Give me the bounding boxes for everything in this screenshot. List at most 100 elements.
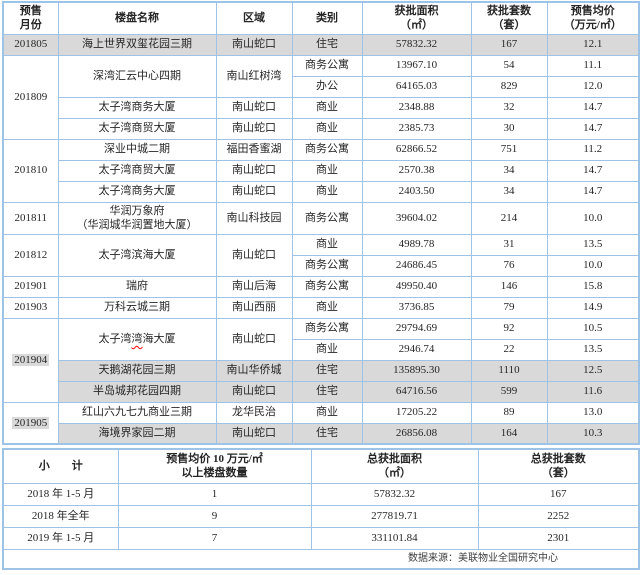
table-row: 半岛城邦花园四期 南山蛇口 住宅 64716.56 599 11.6 — [3, 380, 640, 403]
header-row: 小 计预售均价 10 万元/㎡ 以上楼盘数量 总获批面积 （㎡） 总获批套数 （套） — [2, 448, 640, 484]
month-cell: 201901 — [2, 275, 59, 298]
category-cell: 商务公寓 — [291, 254, 363, 277]
project-name-column-header: 楼盘名称 — [57, 1, 217, 35]
subtotal-period-cell: 2018 年 1-5 月 — [2, 482, 119, 506]
project-name-cell: 太子湾商务大厦 — [57, 96, 217, 119]
project-name-cell: 瑞府 — [57, 275, 217, 298]
table-row: 201809 深湾汇云中心四期 南山红树湾 商务公寓 13967.10 54 11.1 — [2, 54, 640, 140]
approved-units-cell: 54 — [470, 54, 548, 77]
subtotal-period-cell: 2019 年 1-5 月 — [2, 526, 119, 550]
district-cell: 南山蛇口 — [215, 159, 293, 182]
total-approved-area-cell: 331101.84 — [310, 526, 479, 550]
approved-units-cell: 89 — [470, 401, 548, 424]
total-approved-area-column-header: 总获批面积 （㎡） — [310, 448, 479, 484]
approved-area-cell: 24686.45 — [361, 254, 472, 277]
approved-units-cell: 167 — [470, 33, 548, 56]
category-cell: 住宅 — [291, 380, 363, 403]
project-name-cell: 深湾汇云中心四期 — [57, 54, 217, 98]
approved-units-cell: 751 — [470, 138, 548, 161]
table-row: 201810 深业中城二期 福田香蜜湖 商务公寓 62866.52 751 11.2 — [2, 138, 640, 203]
category-cell: 商务公寓 — [291, 275, 363, 298]
approved-units-cell: 34 — [470, 180, 548, 203]
table-row: 商业 2946.74 22 13.5 — [3, 338, 640, 361]
projects-over-100k-count-cell: 7 — [117, 526, 312, 550]
table-row: 太子湾商贸大厦 南山蛇口 商业 2385.73 30 14.7 — [3, 117, 640, 140]
table-row: 太子湾商贸大厦 南山蛇口 商业 2570.38 34 14.7 — [3, 159, 640, 182]
month-column-header: 预售 月份 — [2, 1, 59, 35]
table-row: 201805 海上世界双玺花园三期 南山蛇口 住宅 57832.32 167 12.1 — [2, 33, 640, 56]
table-row: 太子湾商务大厦 南山蛇口 商业 2403.50 34 14.7 — [3, 180, 640, 203]
approved-area-cell: 4989.78 — [361, 233, 472, 256]
approved-area-cell: 57832.32 — [361, 33, 472, 56]
approved-units-cell: 30 — [470, 117, 548, 140]
total-approved-area-cell: 277819.71 — [310, 504, 479, 528]
approved-units-cell: 214 — [470, 201, 548, 235]
month-cell: 201812 — [2, 233, 59, 277]
approved-area-cell: 39604.02 — [361, 201, 472, 235]
avg-price-cell: 13.5 — [546, 233, 640, 256]
project-name-cell: 太子湾商务大厦 — [57, 180, 217, 203]
approved-area-cell: 2348.88 — [361, 96, 472, 119]
category-cell: 住宅 — [291, 422, 363, 445]
category-cell: 商业 — [291, 401, 363, 424]
avg-price-cell: 12.0 — [546, 75, 640, 98]
district-cell: 南山蛇口 — [215, 422, 293, 445]
approved-area-cell: 29794.69 — [361, 317, 472, 340]
highlighted-month-text: 201904 — [12, 353, 50, 366]
projects-over-100k-count-cell: 9 — [117, 504, 312, 528]
total-approved-units-cell: 2252 — [477, 504, 640, 528]
approved-area-cell: 13967.10 — [361, 54, 472, 77]
approved-units-cell: 1110 — [470, 359, 548, 382]
avg-price-cell: 13.0 — [546, 401, 640, 424]
approved-area-cell: 64165.03 — [361, 75, 472, 98]
avg-price-cell: 10.0 — [546, 254, 640, 277]
table-row: 201811 华润万象府 （华润城华润置地大厦） 南山科技园 商务公寓 39604.02… — [2, 201, 640, 235]
approved-units-cell: 32 — [470, 96, 548, 119]
approved-area-cell: 26856.08 — [361, 422, 472, 445]
total-approved-units-column-header: 总获批套数 （套） — [477, 448, 640, 484]
project-name-cell: 太子湾滨海大厦 — [57, 233, 217, 277]
main-table-body: 201805 海上世界双玺花园三期 南山蛇口 住宅 57832.32 167 12.1 201… — [2, 33, 640, 445]
spellcheck-wavy-text: 湾 — [131, 332, 143, 345]
category-cell: 商业 — [291, 96, 363, 119]
approved-area-cell: 3736.85 — [361, 296, 472, 319]
district-cell: 南山蛇口 — [215, 96, 293, 119]
data-source-note: 数据来源：美联物业全国研究中心 — [2, 548, 640, 570]
approved-area-cell: 49950.40 — [361, 275, 472, 298]
avg-price-cell: 14.7 — [546, 159, 640, 182]
district-cell: 南山华侨城 — [215, 359, 293, 382]
category-cell: 商务公寓 — [291, 201, 363, 235]
category-cell: 商务公寓 — [291, 138, 363, 161]
avg-price-cell: 10.3 — [546, 422, 640, 445]
avg-price-cell: 12.1 — [546, 33, 640, 56]
projects-over-100k-count-column-header: 预售均价 10 万元/㎡ 以上楼盘数量 — [117, 448, 312, 484]
month-cell: 201905 — [2, 401, 59, 445]
approved-units-cell: 164 — [470, 422, 548, 445]
projects-over-100k-count-cell: 1 — [117, 482, 312, 506]
project-name-cell: 万科云城三期 — [57, 296, 217, 319]
project-name-cell: 半岛城邦花园四期 — [57, 380, 217, 403]
category-cell: 办公 — [291, 75, 363, 98]
approved-units-cell: 146 — [470, 275, 548, 298]
approved-units-cell: 31 — [470, 233, 548, 256]
summary-table-body: 2018 年 1-5 月 1 57832.32 167 2018 年全年 9 277819.… — [2, 482, 640, 550]
month-cell: 201904 — [2, 317, 59, 403]
subtotal-period-cell: 2018 年全年 — [2, 504, 119, 528]
district-cell: 南山蛇口 — [215, 180, 293, 203]
approved-area-column-header: 获批面积 （㎡） — [361, 1, 472, 35]
avg-price-cell: 14.7 — [546, 117, 640, 140]
month-cell: 201805 — [2, 33, 59, 56]
main-table-header: 预售 月份 楼盘名称 区域 类别 获批面积 （㎡） 获批套数 （套） 预售均价 （万元/㎡） — [2, 1, 640, 35]
district-cell: 南山蛇口 — [215, 233, 293, 277]
total-approved-area-cell: 57832.32 — [310, 482, 479, 506]
approved-area-cell: 2570.38 — [361, 159, 472, 182]
approved-area-cell: 64716.56 — [361, 380, 472, 403]
district-cell: 南山蛇口 — [215, 380, 293, 403]
approved-units-cell: 599 — [470, 380, 548, 403]
avg-price-cell: 11.1 — [546, 54, 640, 77]
approved-units-cell: 79 — [470, 296, 548, 319]
subtotal-period-column-header: 小 计 — [2, 448, 119, 484]
approved-area-cell: 2385.73 — [361, 117, 472, 140]
approved-area-cell: 17205.22 — [361, 401, 472, 424]
table-row: 201905 红山六九七九商业三期 龙华民治 商业 17205.22 89 13.0 — [2, 401, 640, 445]
